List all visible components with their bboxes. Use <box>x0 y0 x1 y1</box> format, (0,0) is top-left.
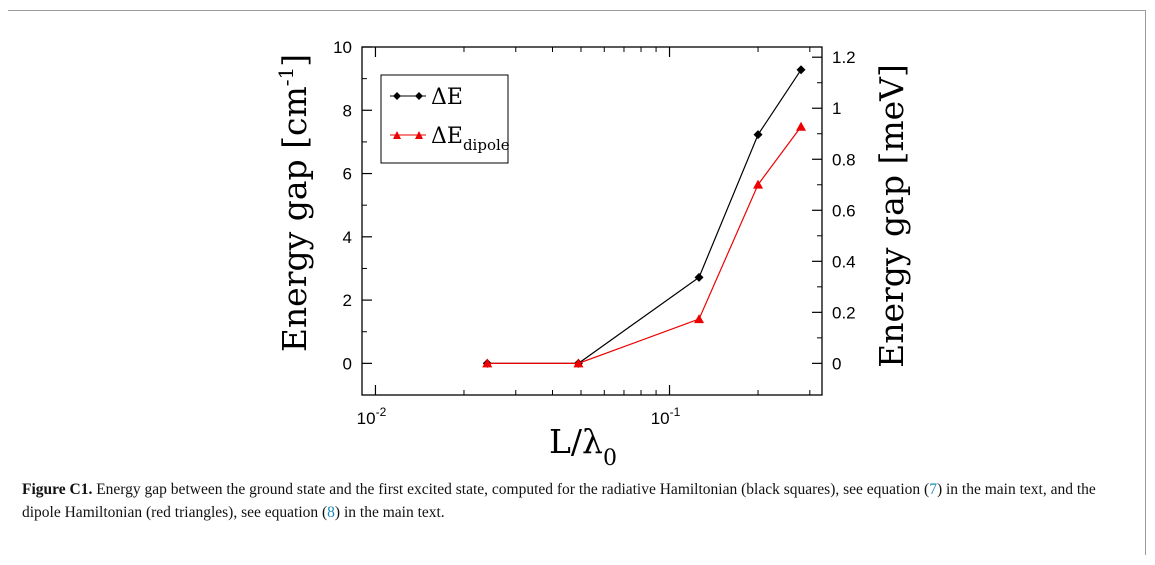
y-tick-label-left: 0 <box>343 354 352 373</box>
y-axis-label-right: Energy gap [meV] <box>872 64 911 368</box>
legend-marker-diamond <box>393 92 401 100</box>
y-tick-label-right: 1 <box>832 99 841 118</box>
y-tick-label-right: 1.2 <box>832 48 856 67</box>
legend-entry-delta-e-dipole: ΔEdipole <box>390 124 510 154</box>
caption-text: ) in the main text. <box>334 504 445 521</box>
legend-entry-delta-e: ΔE <box>390 85 463 110</box>
equation-link-7[interactable]: 7 <box>929 481 937 498</box>
figure-frame <box>8 10 1146 555</box>
data-point-diamond <box>753 130 763 140</box>
legend-marker-triangle <box>393 131 401 139</box>
data-point-triangle <box>694 314 705 324</box>
y-axis-label-left: Energy gap [cm-1] <box>274 54 314 352</box>
legend-marker-diamond <box>415 92 423 100</box>
x-tick-label: 10-1 <box>651 405 681 428</box>
plot-area <box>361 46 823 396</box>
data-point-diamond <box>694 272 704 282</box>
data-point-triangle <box>573 358 584 368</box>
legend-label-delta-e-dipole: ΔEdipole <box>431 124 510 154</box>
data-point-triangle <box>482 358 493 368</box>
data-point-triangle <box>796 121 807 131</box>
legend-marker-triangle <box>415 131 423 139</box>
x-tick-label: 10-2 <box>357 405 387 428</box>
legend-label-delta-e: ΔE <box>431 85 463 110</box>
equation-link-8[interactable]: 8 <box>327 504 335 521</box>
data-point-diamond <box>796 65 806 75</box>
y-tick-label-right: 0 <box>832 354 841 373</box>
x-axis-label: L/λ0 <box>549 422 617 471</box>
y-tick-label-left: 10 <box>333 38 352 57</box>
y-tick-label-right: 0.4 <box>832 252 856 271</box>
caption-label: Figure C1. <box>22 481 93 498</box>
data-point-triangle <box>753 179 764 189</box>
y-tick-label-right: 0.2 <box>832 303 856 322</box>
caption-text: Energy gap between the ground state and … <box>92 481 930 498</box>
legend: ΔE ΔEdipole <box>380 74 510 164</box>
series-line-1 <box>487 126 802 364</box>
figure-caption: Figure C1. Energy gap between the ground… <box>22 478 1132 524</box>
y-tick-label-right: 0.6 <box>832 201 856 220</box>
caption-text: ) in the main text, and the dipole Hamil… <box>22 481 1096 521</box>
y-tick-label-left: 4 <box>343 228 352 247</box>
y-tick-label-right: 0.8 <box>832 150 856 169</box>
y-tick-label-left: 8 <box>343 101 352 120</box>
y-tick-label-left: 2 <box>343 291 352 310</box>
series-line-0 <box>487 69 802 364</box>
energy-gap-chart: 0 2 4 6 8 10 0 0.2 0.4 0.6 0.8 1 1.2 10-2 10-1 Energy … <box>274 38 911 471</box>
y-tick-label-left: 6 <box>343 165 352 184</box>
